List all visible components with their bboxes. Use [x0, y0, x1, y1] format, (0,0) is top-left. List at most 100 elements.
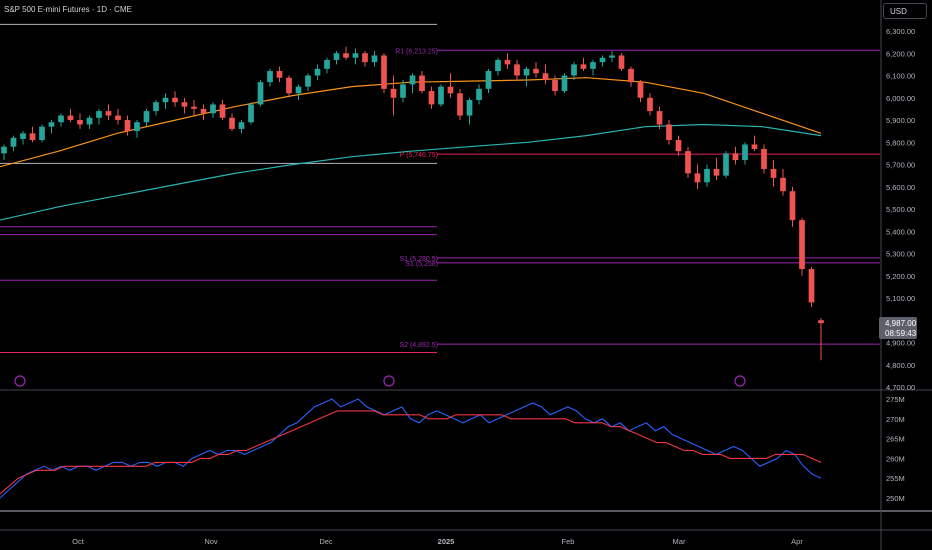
candle-body [542, 73, 549, 80]
candle-body [96, 111, 102, 118]
candle-body [381, 55, 387, 89]
candle-body [191, 106, 197, 109]
candle-body [77, 120, 83, 125]
candle-body [675, 140, 682, 152]
candle-body [305, 75, 311, 87]
candle-body [39, 126, 45, 141]
candle-body [495, 59, 501, 72]
event-marker-icon [383, 375, 395, 387]
candle-body [647, 97, 653, 112]
candle-body [324, 59, 330, 69]
candle-body [789, 191, 796, 221]
candle-body [447, 86, 454, 94]
pivot-label: R1 (6,213.25) [395, 48, 438, 55]
candle-body [504, 59, 511, 65]
candle-body [438, 86, 444, 105]
candle-body [314, 68, 321, 76]
candle-body [485, 71, 492, 89]
pivot-label: S2 (4,892.5) [399, 342, 438, 349]
candle-body [761, 148, 767, 169]
candle-body [181, 102, 188, 107]
price-tick-label: 5,400.00 [886, 227, 915, 236]
candle-body [694, 173, 701, 183]
volume-series-line [0, 398, 822, 499]
candle-body [590, 62, 596, 69]
candle-body [67, 115, 74, 120]
candle-body [780, 177, 786, 192]
volume-tick-label: 255M [886, 474, 905, 483]
candle-body [162, 97, 169, 103]
candle-body [219, 104, 226, 118]
candle-body [390, 88, 397, 98]
candle-body [20, 133, 26, 139]
price-tick-label: 6,200.00 [886, 49, 915, 58]
price-tick-label: 5,500.00 [886, 205, 915, 214]
candle-body [86, 117, 93, 125]
candle-body [656, 111, 663, 125]
candle-body [343, 53, 349, 58]
candle-body [523, 68, 530, 76]
candle-body [476, 88, 482, 100]
time-tick-label: Oct [72, 537, 85, 546]
currency-unit-button[interactable]: USD [883, 3, 927, 19]
candle-body [799, 220, 805, 270]
price-tick-label: 5,300.00 [886, 250, 915, 259]
candle-body [229, 117, 235, 129]
candle-body [561, 75, 568, 92]
volume-tick-label: 265M [886, 435, 905, 444]
volume-tick-label: 275M [886, 395, 905, 404]
candle-body [770, 168, 777, 178]
price-tick-label: 6,000.00 [886, 94, 915, 103]
candle-body [666, 124, 672, 141]
candle-body [29, 133, 36, 141]
time-tick-label: Nov [204, 537, 218, 546]
candle-body [257, 82, 264, 105]
candle-body [124, 120, 131, 132]
candle-body [428, 91, 435, 105]
price-tick-label: 6,300.00 [886, 27, 915, 36]
candle-body [818, 320, 824, 324]
candle-body [419, 75, 425, 92]
bar-countdown: 08:59:43 [885, 329, 917, 338]
candle-body [115, 115, 121, 120]
candle-body [371, 55, 378, 63]
last-price: 4,987.00 [885, 319, 917, 328]
candle-body [457, 93, 463, 116]
candle-body [628, 68, 634, 83]
ma-slow-line [0, 123, 822, 221]
candle-body [514, 64, 520, 76]
last-price-tag: 4,987.00 08:59:43 [879, 317, 917, 339]
volume-tick-label: 250M [886, 494, 905, 503]
candle-body [172, 97, 178, 103]
price-tick-label: 5,800.00 [886, 138, 915, 147]
candle-body [48, 122, 55, 127]
volume-series-line [0, 410, 822, 495]
candle-body [580, 64, 587, 69]
candle-body [618, 55, 625, 69]
candle-body [286, 77, 292, 94]
candle-body [238, 122, 245, 129]
candle-body [153, 102, 159, 112]
time-tick-label: 2025 [438, 537, 455, 546]
candle-body [10, 137, 17, 147]
price-tick-label: 5,700.00 [886, 161, 915, 170]
price-tick-label: 4,900.00 [886, 339, 915, 348]
candle-body [267, 71, 273, 83]
candle-body [200, 108, 207, 114]
candle-body [732, 153, 739, 161]
candle-body [105, 111, 112, 116]
chart-title: S&P 500 E-mini Futures · 1D · CME [4, 5, 132, 14]
volume-tick-label: 260M [886, 454, 905, 463]
time-tick-label: Dec [319, 537, 333, 546]
candle-body [533, 68, 539, 74]
candle-body [552, 79, 558, 92]
candle-body [143, 111, 150, 123]
candle-body [466, 99, 473, 116]
time-tick-label: Mar [673, 537, 686, 546]
pivot-label: S1 (5,280.5) [399, 256, 438, 263]
candle-body [637, 82, 644, 98]
event-marker-icon [734, 375, 746, 387]
volume-tick-label: 270M [886, 415, 905, 424]
price-tick-label: 5,600.00 [886, 183, 915, 192]
